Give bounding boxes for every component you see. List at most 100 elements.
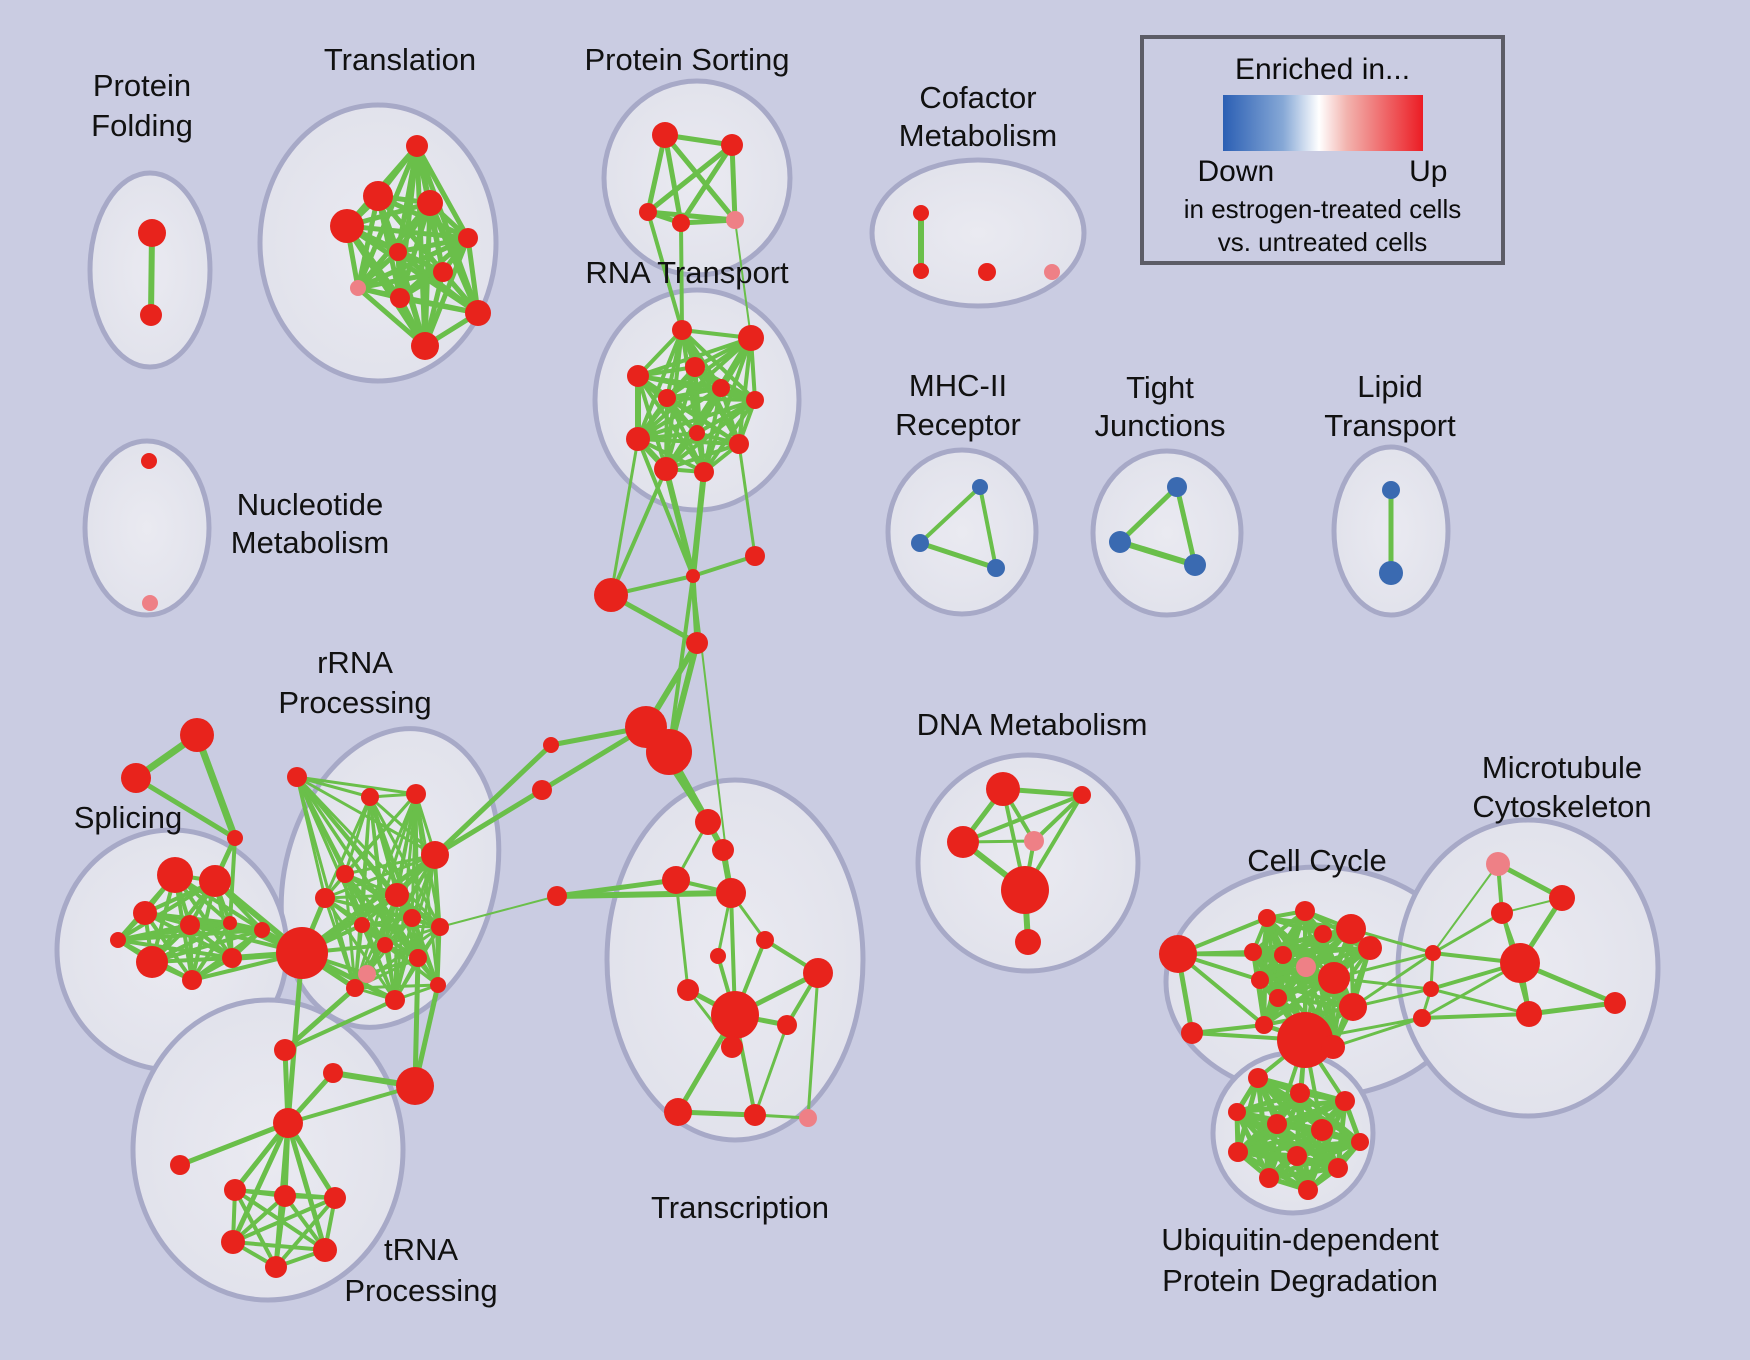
node-t3[interactable] [417,190,443,216]
node-mt1[interactable] [1549,885,1575,911]
node-t4[interactable] [330,209,364,243]
node-k5[interactable] [265,1256,287,1278]
node-c1[interactable] [686,569,700,583]
node-c6[interactable] [646,729,692,775]
node-rt4[interactable] [627,365,649,387]
node-ccl[interactable] [1159,935,1197,973]
node-cc13[interactable] [1321,1035,1345,1059]
node-b3[interactable] [1413,1009,1431,1027]
node-tr5[interactable] [547,886,567,906]
node-sp4[interactable] [180,915,200,935]
node-tj3[interactable] [1184,554,1206,576]
node-rt5[interactable] [658,389,676,407]
node-sp2[interactable] [199,865,231,897]
node-tr7[interactable] [710,948,726,964]
node-rt7[interactable] [746,391,764,409]
node-tr14[interactable] [744,1104,766,1126]
node-lt1[interactable] [1382,481,1400,499]
node-trh[interactable] [273,1108,303,1138]
node-tr4[interactable] [716,878,746,908]
node-sp6[interactable] [136,946,168,978]
node-r5[interactable] [336,865,354,883]
node-rt3[interactable] [685,357,705,377]
node-cc10[interactable] [1358,936,1382,960]
node-u2[interactable] [1290,1083,1310,1103]
node-tr1[interactable] [695,809,721,835]
node-cc12[interactable] [1255,1016,1273,1034]
node-nc[interactable] [396,1067,434,1105]
node-u5[interactable] [1267,1114,1287,1134]
node-tr6[interactable] [756,931,774,949]
node-u11[interactable] [1259,1168,1279,1188]
node-r4[interactable] [421,841,449,869]
node-u7[interactable] [1351,1133,1369,1151]
node-d6[interactable] [1015,929,1041,955]
node-tr15[interactable] [799,1109,817,1127]
node-cm3[interactable] [978,263,996,281]
node-r10[interactable] [431,918,449,936]
node-mtp[interactable] [1486,852,1510,876]
node-u10[interactable] [1328,1158,1348,1178]
node-cc2[interactable] [1295,901,1315,921]
node-k1[interactable] [224,1179,246,1201]
node-cchub[interactable] [1277,1012,1333,1068]
node-t8[interactable] [350,280,366,296]
node-t6[interactable] [389,243,407,261]
node-c8[interactable] [532,780,552,800]
node-pf1[interactable] [138,219,166,247]
node-nm1[interactable] [141,453,157,469]
node-t11[interactable] [411,332,439,360]
node-t5[interactable] [458,228,478,248]
node-ps2[interactable] [721,134,743,156]
node-mt5[interactable] [1604,992,1626,1014]
node-sp7[interactable] [182,970,202,990]
node-d2[interactable] [1073,786,1091,804]
node-cc6[interactable] [1274,946,1292,964]
node-sp8[interactable] [222,948,242,968]
node-cc1[interactable] [1258,909,1276,927]
node-k3[interactable] [324,1187,346,1209]
node-sp3[interactable] [133,901,157,925]
node-ps4[interactable] [672,214,690,232]
node-u9[interactable] [1287,1146,1307,1166]
node-cc8[interactable] [1251,971,1269,989]
node-lt2[interactable] [1379,561,1403,585]
node-d3[interactable] [947,826,979,858]
node-pf2[interactable] [140,304,162,326]
node-r13[interactable] [346,979,364,997]
node-rt12[interactable] [729,434,749,454]
node-b2[interactable] [1423,981,1439,997]
node-tj2[interactable] [1109,531,1131,553]
node-cm4[interactable] [1044,264,1060,280]
node-d5[interactable] [1001,866,1049,914]
node-cc4[interactable] [1314,925,1332,943]
node-mt4[interactable] [1516,1001,1542,1027]
node-tr8[interactable] [677,979,699,1001]
node-u1[interactable] [1248,1068,1268,1088]
node-r8[interactable] [403,909,421,927]
node-tr9[interactable] [803,958,833,988]
node-rt8[interactable] [626,427,650,451]
node-t9[interactable] [390,288,410,308]
node-t7[interactable] [433,262,453,282]
node-r6[interactable] [315,888,335,908]
node-mh3[interactable] [987,559,1005,577]
node-ccl2[interactable] [1181,1022,1203,1044]
node-sp1[interactable] [157,857,193,893]
node-tr11[interactable] [777,1015,797,1035]
node-nm2[interactable] [142,595,158,611]
node-k2[interactable] [274,1185,296,1207]
node-u6[interactable] [1311,1119,1333,1141]
node-r15[interactable] [430,977,446,993]
node-t2[interactable] [363,181,393,211]
node-h1[interactable] [276,927,328,979]
node-cc9[interactable] [1318,962,1350,994]
node-u4[interactable] [1228,1103,1246,1121]
node-r11[interactable] [377,937,393,953]
node-sp10[interactable] [254,922,270,938]
node-tr3[interactable] [662,866,690,894]
node-na[interactable] [274,1039,296,1061]
node-ps5[interactable] [726,211,744,229]
node-rt1[interactable] [672,320,692,340]
node-t1[interactable] [406,135,428,157]
